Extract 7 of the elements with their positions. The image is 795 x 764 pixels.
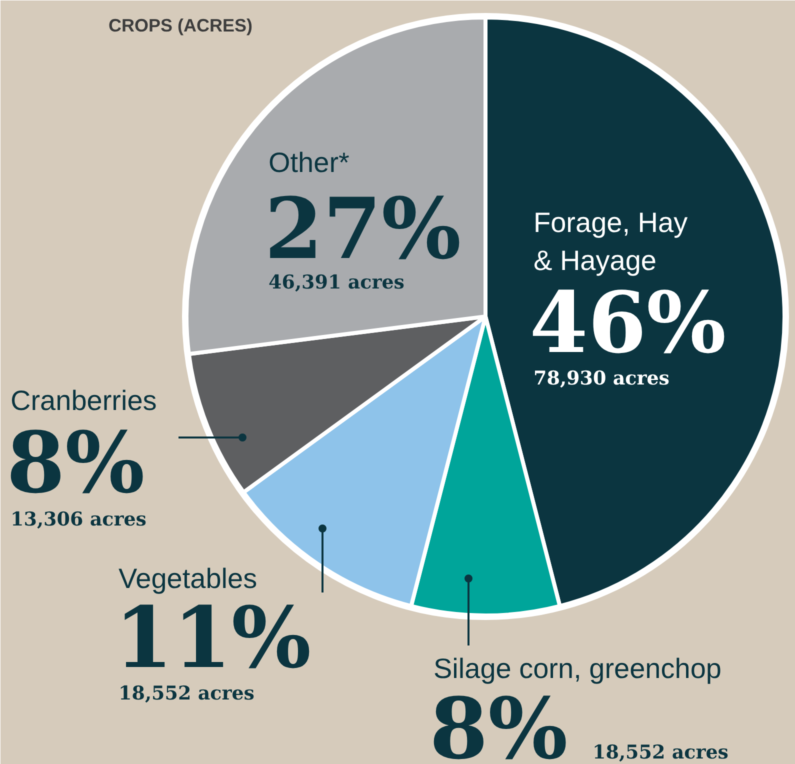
text: 18,552 acres xyxy=(592,742,729,764)
slice-label: Cranberries xyxy=(10,385,157,416)
slice-label: Forage, Hay & Hayage xyxy=(534,207,688,276)
text: 18,552 acres xyxy=(118,682,255,704)
slice-label: Other* xyxy=(268,147,350,178)
text: 78,930 acres xyxy=(534,368,670,390)
chart-title: CROPS (ACRES) xyxy=(108,16,253,36)
